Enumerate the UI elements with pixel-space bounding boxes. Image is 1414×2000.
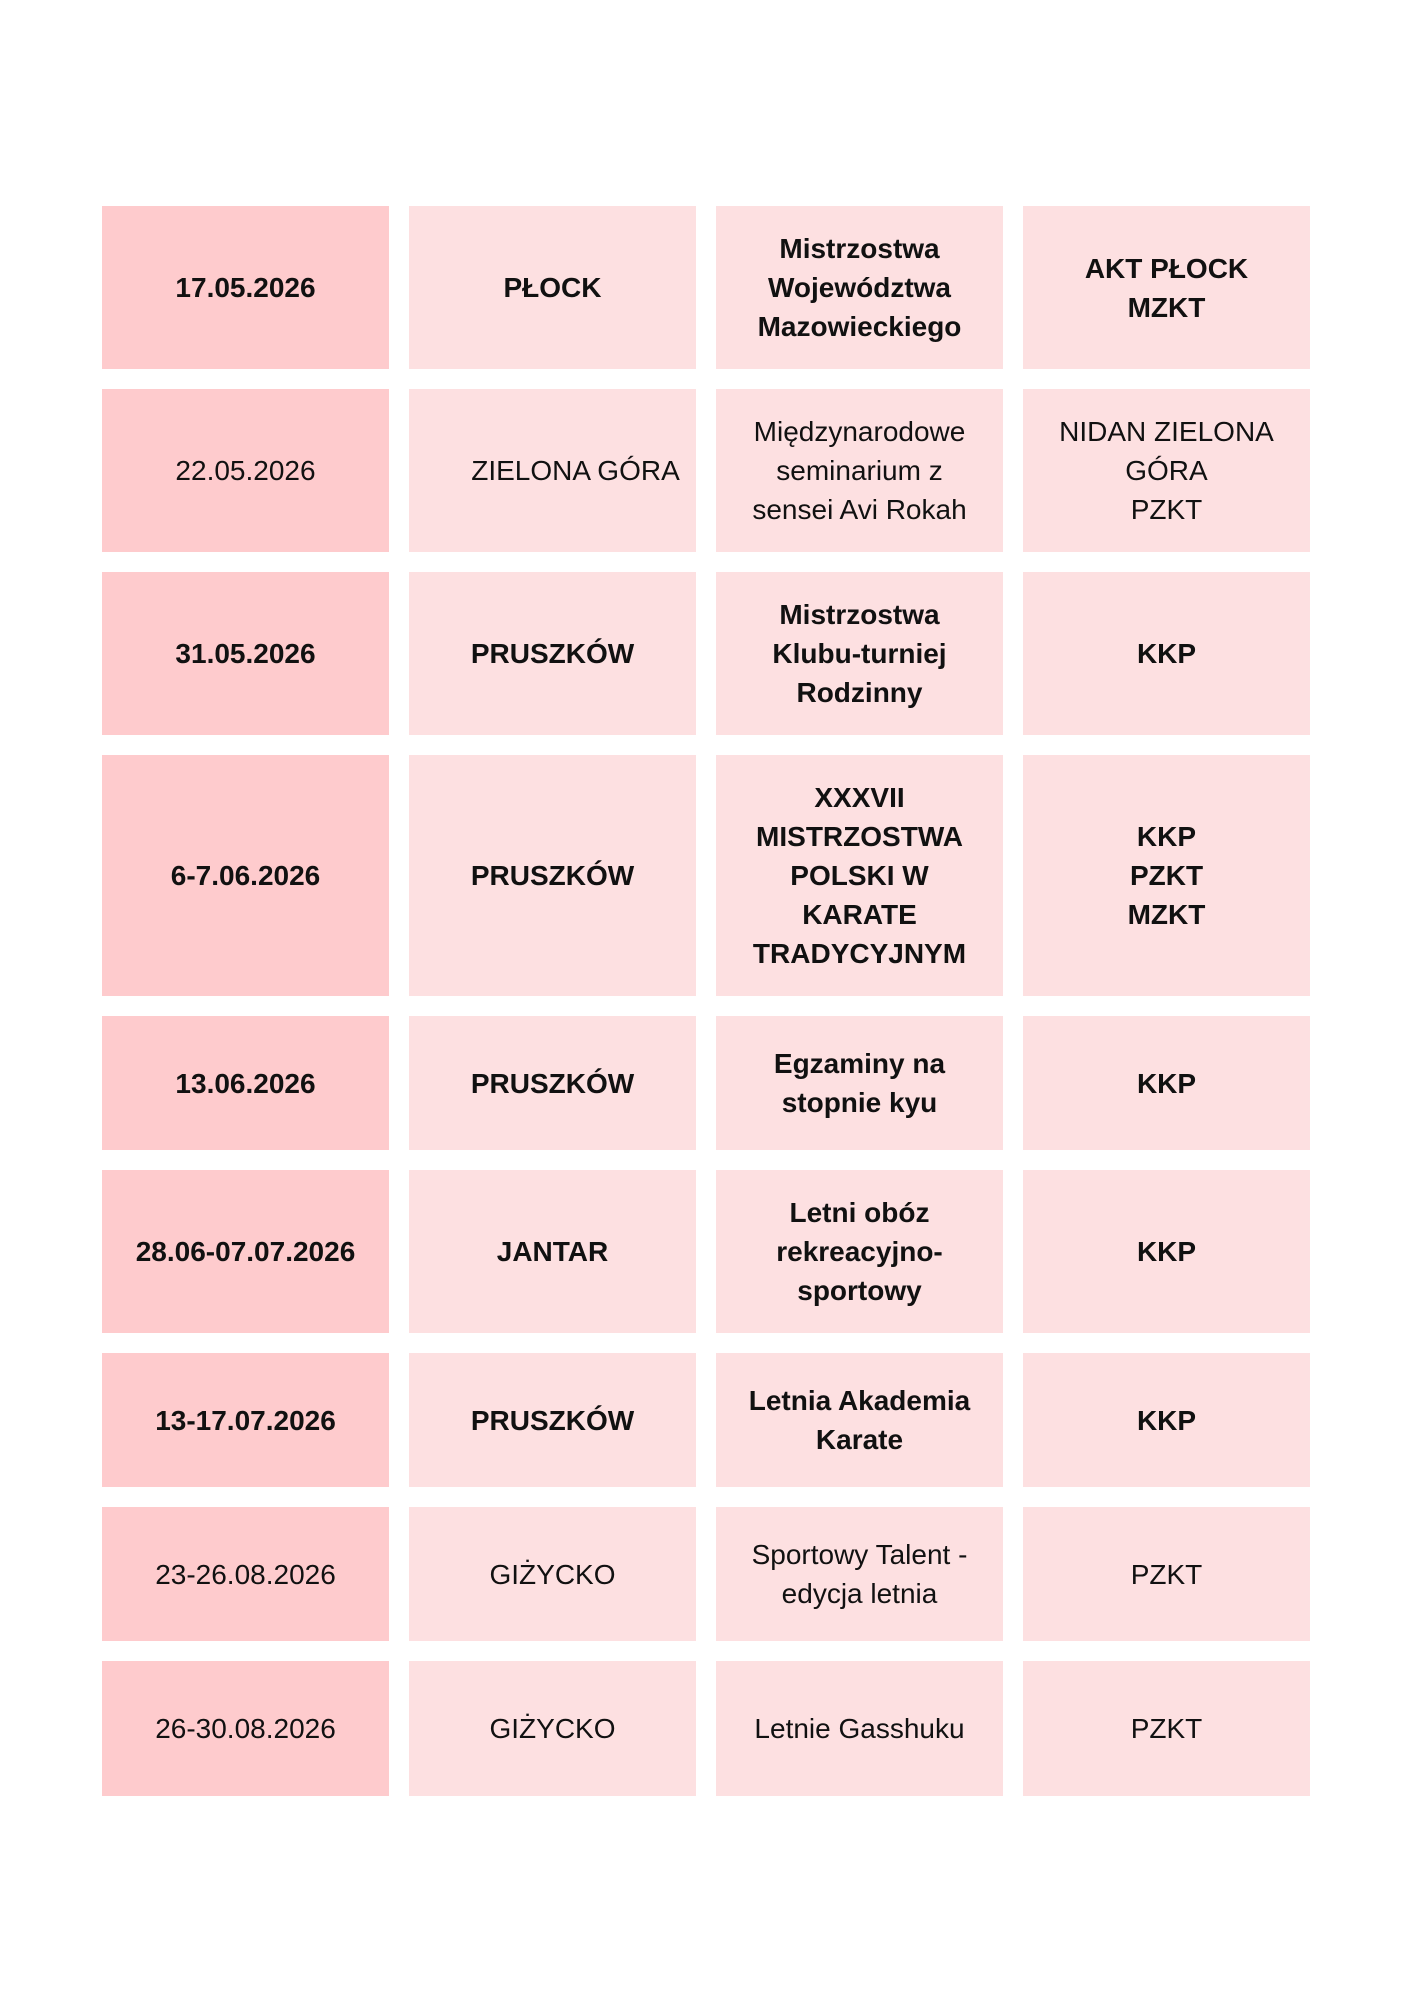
date-cell: 17.05.2026 bbox=[102, 206, 389, 369]
event-cell: Sportowy Talent - edycja letnia bbox=[716, 1507, 1003, 1641]
event-cell: Letni obóz rekreacyjno- sportowy bbox=[716, 1170, 1003, 1333]
event-cell: Mistrzostwa Województwa Mazowieckiego bbox=[716, 206, 1003, 369]
organizer-cell: PZKT bbox=[1023, 1661, 1310, 1796]
place-cell: PŁOCK bbox=[409, 206, 696, 369]
date-cell: 13-17.07.2026 bbox=[102, 1353, 389, 1487]
date-cell: 26-30.08.2026 bbox=[102, 1661, 389, 1796]
organizer-cell: KKP bbox=[1023, 1016, 1310, 1150]
place-cell: PRUSZKÓW bbox=[409, 1353, 696, 1487]
date-cell: 6-7.06.2026 bbox=[102, 755, 389, 996]
organizer-cell: KKP bbox=[1023, 1353, 1310, 1487]
place-cell: PRUSZKÓW bbox=[409, 755, 696, 996]
event-cell: XXXVII MISTRZOSTWA POLSKI W KARATE TRADY… bbox=[716, 755, 1003, 996]
place-cell: PRUSZKÓW bbox=[409, 572, 696, 735]
event-cell: Letnia Akademia Karate bbox=[716, 1353, 1003, 1487]
place-cell: JANTAR bbox=[409, 1170, 696, 1333]
event-cell: Letnie Gasshuku bbox=[716, 1661, 1003, 1796]
date-cell: 22.05.2026 bbox=[102, 389, 389, 552]
place-cell: GIŻYCKO bbox=[409, 1661, 696, 1796]
organizer-cell: KKP PZKT MZKT bbox=[1023, 755, 1310, 996]
date-cell: 23-26.08.2026 bbox=[102, 1507, 389, 1641]
organizer-cell: KKP bbox=[1023, 1170, 1310, 1333]
event-cell: Egzaminy na stopnie kyu bbox=[716, 1016, 1003, 1150]
event-cell: Międzynarodowe seminarium z sensei Avi R… bbox=[716, 389, 1003, 552]
event-cell: Mistrzostwa Klubu-turniej Rodzinny bbox=[716, 572, 1003, 735]
events-table: 17.05.2026 PŁOCK Mistrzostwa Województwa M… bbox=[102, 206, 1311, 1796]
place-cell: GIŻYCKO bbox=[409, 1507, 696, 1641]
organizer-cell: NIDAN ZIELONA GÓRA PZKT bbox=[1023, 389, 1310, 552]
organizer-cell: AKT PŁOCK MZKT bbox=[1023, 206, 1310, 369]
date-cell: 28.06-07.07.2026 bbox=[102, 1170, 389, 1333]
organizer-cell: PZKT bbox=[1023, 1507, 1310, 1641]
date-cell: 13.06.2026 bbox=[102, 1016, 389, 1150]
date-cell: 31.05.2026 bbox=[102, 572, 389, 735]
organizer-cell: KKP bbox=[1023, 572, 1310, 735]
place-cell: ZIELONA GÓRA bbox=[409, 389, 696, 552]
place-cell: PRUSZKÓW bbox=[409, 1016, 696, 1150]
